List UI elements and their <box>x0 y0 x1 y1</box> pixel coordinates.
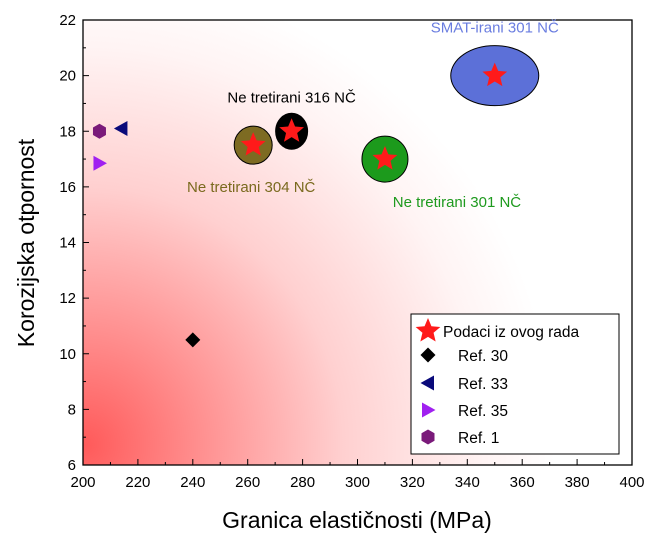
legend-label: Ref. 35 <box>458 403 508 420</box>
smat-301-label: SMAT-irani 301 NČ <box>431 20 559 37</box>
x-tick-label: 380 <box>565 474 590 491</box>
point-star <box>279 118 304 142</box>
y-tick-label: 18 <box>59 123 76 140</box>
point-star <box>240 132 266 156</box>
x-tick-label: 300 <box>345 474 370 491</box>
legend-label: Ref. 1 <box>458 430 499 447</box>
point-hexagon <box>92 123 106 139</box>
x-tick-label: 360 <box>510 474 535 491</box>
legend-label: Ref. 33 <box>458 376 508 393</box>
point-star <box>372 146 398 170</box>
x-axis-label: Granica elastičnosti (MPa) <box>222 507 492 533</box>
y-tick-label: 22 <box>59 12 76 29</box>
x-tick-label: 320 <box>400 474 425 491</box>
y-tick-label: 8 <box>68 401 76 418</box>
y-axis-label: Korozijska otpornost <box>13 138 39 347</box>
y-tick-label: 20 <box>59 68 76 85</box>
legend-marker-hexagon <box>421 429 435 445</box>
x-tick-label: 340 <box>455 474 480 491</box>
y-tick-label: 14 <box>59 235 76 252</box>
point-diamond <box>185 332 201 348</box>
legend-label: Ref. 30 <box>458 348 508 365</box>
y-tick-label: 16 <box>59 179 76 196</box>
x-tick-label: 200 <box>70 474 95 491</box>
legend-label: Podaci iz ovog rada <box>443 324 580 341</box>
untreated-304-label: Ne tretirani 304 NČ <box>187 179 316 196</box>
y-tick-label: 12 <box>59 290 76 307</box>
legend-box <box>410 313 620 455</box>
untreated-316-label: Ne tretirani 316 NČ <box>227 89 356 106</box>
point-triangle-left <box>113 120 128 136</box>
x-tick-label: 260 <box>235 474 260 491</box>
point-triangle-right <box>93 155 107 171</box>
point-star <box>482 62 508 87</box>
legend-marker-diamond <box>420 347 436 363</box>
y-tick-label: 10 <box>59 346 76 363</box>
legend-marker-triangle-right <box>422 402 436 418</box>
legend-marker-triangle-left <box>420 375 434 391</box>
untreated-301-label: Ne tretirani 301 NČ <box>393 194 522 211</box>
x-tick-label: 240 <box>180 474 205 491</box>
y-tick-label: 6 <box>68 457 76 474</box>
legend-marker-star <box>415 318 441 342</box>
x-tick-label: 220 <box>125 474 150 491</box>
x-tick-label: 280 <box>290 474 315 491</box>
x-tick-label: 400 <box>619 474 644 491</box>
